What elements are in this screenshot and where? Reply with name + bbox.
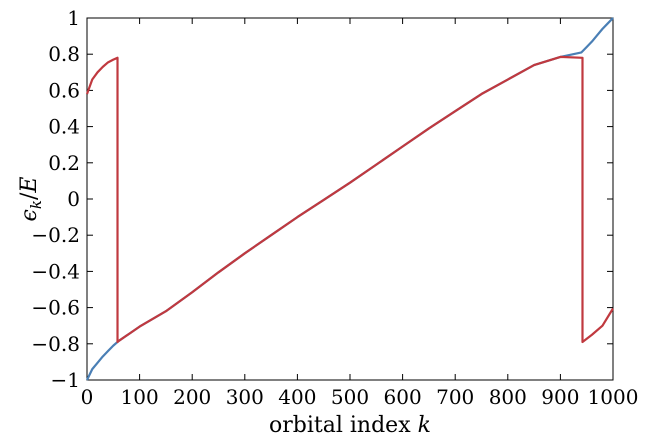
series-lines: [85, 17, 614, 381]
y-tick-label: −0.8: [31, 332, 80, 356]
y-tick-label: −0.4: [31, 259, 80, 283]
x-tick-label: 600: [384, 385, 422, 409]
x-tick-label: 1000: [588, 385, 639, 409]
x-tick-label: 400: [278, 385, 316, 409]
x-tick-label: 700: [436, 385, 474, 409]
x-tick-label: 100: [121, 385, 159, 409]
x-tick-label: 800: [489, 385, 527, 409]
y-tick-label: −0.2: [31, 223, 80, 247]
y-tick-label: 0.6: [48, 78, 80, 102]
x-axis-label-text: orbital index: [269, 413, 418, 438]
y-tick-label: 1: [67, 6, 80, 30]
series-line-1: [85, 55, 614, 344]
plot-frame: [86, 17, 614, 381]
y-tick-label: −1: [51, 368, 80, 392]
x-axis-label-var: k: [418, 413, 431, 438]
x-tick-label: 900: [541, 385, 579, 409]
series-line-0: [86, 17, 614, 381]
x-tick-label: 0: [81, 385, 94, 409]
x-axis-label: orbital index k: [269, 413, 431, 438]
x-tick-label: 200: [173, 385, 211, 409]
ticks: [86, 17, 614, 381]
tick-labels: 0 100 200 300 400 500 600 700 800 900 1000 −1 −0.8 −0…: [31, 6, 638, 409]
x-tick-label: 500: [331, 385, 369, 409]
y-tick-label: 0.2: [48, 151, 80, 175]
y-tick-label: 0.4: [48, 115, 80, 139]
y-axis-label: ϵk/E: [17, 177, 45, 222]
x-tick-label: 300: [226, 385, 264, 409]
y-tick-label: 0.8: [48, 42, 80, 66]
y-tick-label: 0: [67, 187, 80, 211]
y-tick-label: −0.6: [31, 296, 80, 320]
